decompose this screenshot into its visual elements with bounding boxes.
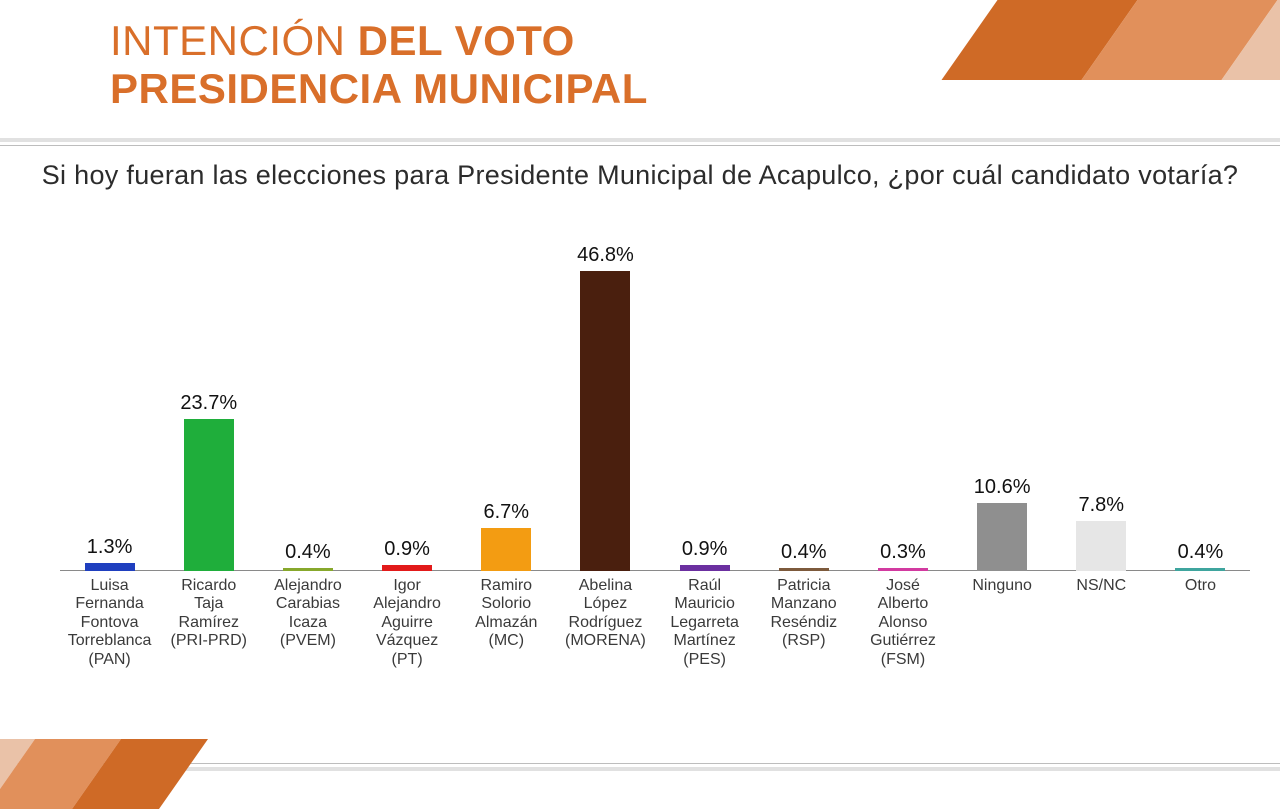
chart-column: 0.3% JoséAlbertoAlonsoGutiérrez(FSM) [853,250,952,699]
bar-value-label: 46.8% [556,244,655,267]
bar [680,565,730,571]
bar [1076,521,1126,571]
chart-column: 7.8% NS/NC [1052,250,1151,699]
rule-thick [0,767,1280,771]
bar-value-label: 0.4% [258,541,357,564]
bar [382,565,432,571]
bar-category-label: LuisaFernandaFontovaTorreblanca(PAN) [60,577,159,669]
bar-value-label: 0.9% [655,538,754,561]
bar-category-label: PatriciaManzanoReséndiz(RSP) [754,577,853,651]
slide-header: INTENCIÓN DEL VOTO PRESIDENCIA MUNICIPAL [110,18,648,112]
chart-column: 6.7% RamiroSolorioAlmazán(MC) [457,250,556,699]
chart-column: 1.3% LuisaFernandaFontovaTorreblanca(PAN) [60,250,159,699]
bar-value-label: 6.7% [457,501,556,524]
bar-value-label: 0.4% [754,541,853,564]
bar-chart: 1.3% LuisaFernandaFontovaTorreblanca(PAN)… [60,250,1250,699]
bar-category-label: AlejandroCarabiasIcaza(PVEM) [258,577,357,651]
decor-stripe-bottom-left [0,739,208,809]
chart-column: 10.6% Ninguno [953,250,1052,699]
bar-category-label: RaúlMauricioLegarretaMartínez(PES) [655,577,754,669]
bar-category-label: AbelinaLópezRodríguez(MORENA) [556,577,655,651]
bar [85,563,135,571]
bar-category-label: IgorAlejandroAguirreVázquez(PT) [358,577,457,669]
bar-category-label: NS/NC [1052,577,1151,595]
bar-category-label: RamiroSolorioAlmazán(MC) [457,577,556,651]
footer-rule [0,763,1280,771]
rule-thin [0,145,1280,146]
chart-column: 0.4% PatriciaManzanoReséndiz(RSP) [754,250,853,699]
header-line2: PRESIDENCIA MUNICIPAL [110,66,648,112]
chart-column: 0.9% IgorAlejandroAguirreVázquez(PT) [358,250,457,699]
decor-stripe-top-right [941,0,1280,80]
bar-value-label: 1.3% [60,536,159,559]
bar-value-label: 7.8% [1052,494,1151,517]
survey-question: Si hoy fueran las elecciones para Presid… [0,160,1280,191]
bar-value-label: 0.3% [853,541,952,564]
chart-column: 0.4% Otro [1151,250,1250,699]
bar-category-label: JoséAlbertoAlonsoGutiérrez(FSM) [853,577,952,669]
header-line1-bold: DEL VOTO [358,17,575,64]
slide-root: INTENCIÓN DEL VOTO PRESIDENCIA MUNICIPAL… [0,0,1280,809]
bar-value-label: 23.7% [159,392,258,415]
bar [481,528,531,571]
chart-column: 46.8%AbelinaLópezRodríguez(MORENA) [556,250,655,699]
chart-columns: 1.3% LuisaFernandaFontovaTorreblanca(PAN)… [60,250,1250,699]
chart-column: 0.9% RaúlMauricioLegarretaMartínez(PES) [655,250,754,699]
chart-column: 23.7% RicardoTajaRamírez(PRI-PRD) [159,250,258,699]
rule-thick [0,138,1280,142]
bar-category-label: Ninguno [953,577,1052,595]
header-line1-light: INTENCIÓN [110,17,358,64]
bar [580,271,630,571]
bar [283,568,333,571]
bar-category-label: RicardoTajaRamírez(PRI-PRD) [159,577,258,651]
bar [878,568,928,571]
header-line1: INTENCIÓN DEL VOTO [110,18,648,64]
bar [779,568,829,571]
bar-value-label: 0.4% [1151,541,1250,564]
bar-value-label: 10.6% [953,476,1052,499]
chart-column: 0.4% AlejandroCarabiasIcaza(PVEM) [258,250,357,699]
bar-category-label: Otro [1151,577,1250,595]
bar [184,419,234,571]
rule-thin [0,763,1280,764]
bar [977,503,1027,571]
bar-value-label: 0.9% [358,538,457,561]
bar [1175,568,1225,571]
header-rule [0,138,1280,146]
